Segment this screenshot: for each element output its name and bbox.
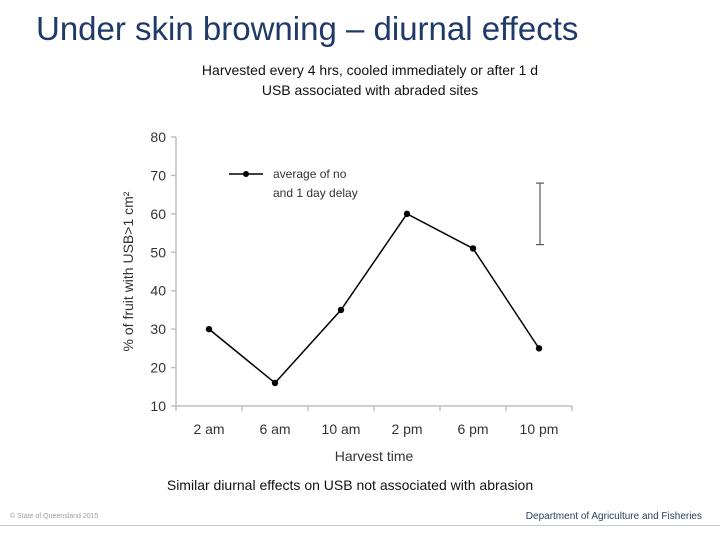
data-point	[205, 325, 213, 333]
y-axis-title: % of fruit with USB>1 cm²	[120, 191, 136, 351]
y-tick-label: 40	[150, 283, 166, 299]
footnote: Similar diurnal effects on USB not assoc…	[166, 477, 534, 493]
y-tick-label: 50	[150, 244, 166, 260]
x-tick-label: 6 pm	[457, 421, 488, 437]
slide-title: Under skin browning – diurnal effects	[36, 10, 579, 47]
department-footer: Department of Agriculture and Fisheries	[525, 511, 702, 522]
x-tick-label: 6 am	[259, 421, 290, 437]
x-tick-label: 2 pm	[391, 421, 422, 437]
legend-label: and 1 day delay	[273, 186, 358, 200]
chart-subtitle-line-2: USB associated with abraded sites	[261, 82, 479, 98]
data-point	[337, 306, 345, 314]
y-tick-label: 10	[150, 398, 166, 414]
copyright-footer: © State of Queensland 2015	[10, 513, 99, 520]
x-tick-label: 10 am	[322, 421, 361, 437]
data-point	[469, 245, 477, 252]
y-tick-label: 70	[150, 167, 166, 183]
data-point	[403, 210, 411, 218]
data-point	[535, 345, 543, 352]
legend-label: average of no	[273, 167, 347, 181]
footer-divider	[0, 525, 720, 526]
data-point	[271, 379, 279, 387]
y-tick-label: 20	[150, 360, 166, 376]
chart-subtitle-line-1: Harvested every 4 hrs, cooled immediatel…	[201, 62, 539, 78]
x-tick-label: 10 pm	[520, 421, 559, 437]
x-axis-title: Harvest time	[335, 448, 414, 464]
y-tick-label: 60	[150, 206, 166, 222]
legend-marker	[243, 171, 249, 177]
x-tick-label: 2 am	[193, 421, 224, 437]
y-tick-label: 80	[150, 129, 166, 145]
y-tick-label: 30	[150, 321, 166, 337]
series-line-0	[208, 212, 540, 384]
